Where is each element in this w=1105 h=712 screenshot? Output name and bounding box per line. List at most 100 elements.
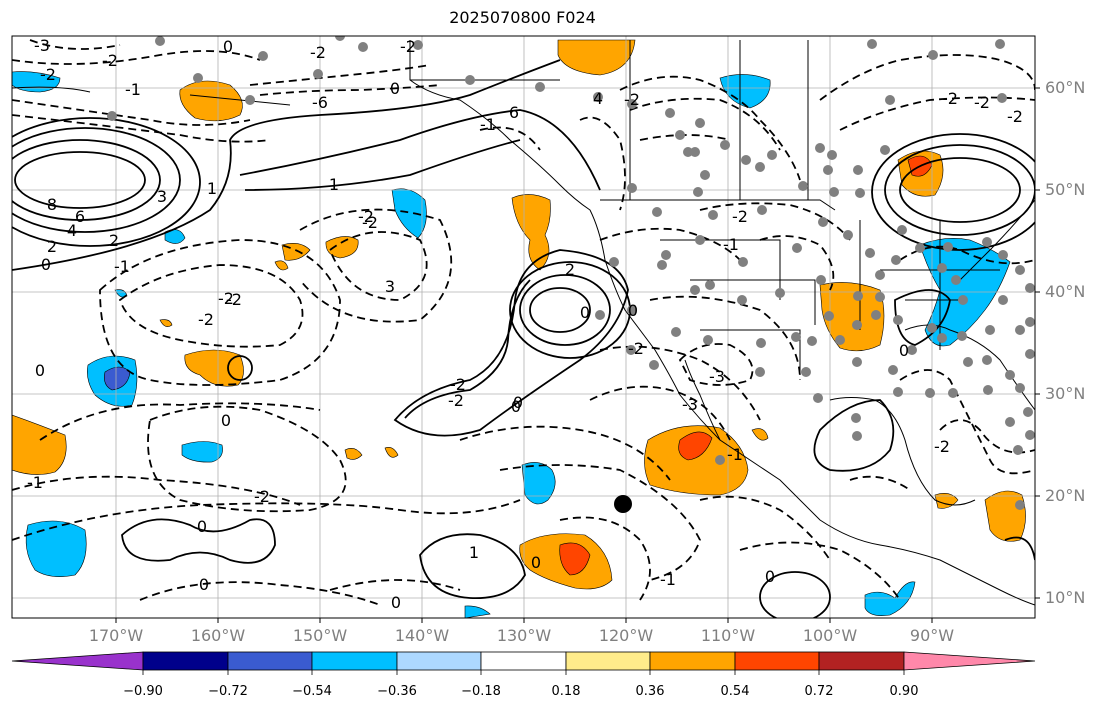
colorbar-low-extension: [11, 651, 144, 671]
lon-label: 110°W: [700, 626, 756, 645]
colorbar-label: −0.90: [123, 684, 163, 699]
contour-label: -2: [732, 207, 748, 226]
contour-label: -1: [125, 80, 141, 99]
colorbar-label: −0.54: [292, 684, 332, 699]
contour-label: 3: [157, 187, 167, 206]
lat-ticks: [1035, 87, 1040, 599]
contour-label: -2: [942, 89, 958, 108]
contour-label: 4: [593, 89, 603, 108]
orange-region: [384, 447, 399, 458]
orange-region: [751, 428, 769, 441]
contour-label: 0: [35, 361, 45, 380]
lon-label: 160°W: [190, 626, 246, 645]
cyan-region: [464, 605, 491, 618]
lon-label: 120°W: [598, 626, 654, 645]
contour-label: -1: [114, 257, 130, 276]
colorbar-segment: [142, 651, 229, 671]
lon-label: 170°W: [88, 626, 144, 645]
orange-region: [184, 349, 244, 387]
colorbar-label: 0.90: [889, 684, 919, 699]
contour-label: 3: [385, 277, 395, 296]
lon-label: 100°W: [802, 626, 858, 645]
lon-label: 150°W: [292, 626, 348, 645]
lon-ticks: [115, 618, 933, 623]
colorbar-label: 0.18: [551, 684, 581, 699]
lon-label: 130°W: [496, 626, 552, 645]
colorbar-segment: [480, 651, 567, 671]
colorbar: [11, 651, 1036, 675]
colorbar-segment: [649, 651, 736, 671]
contour-label: 1: [207, 179, 217, 198]
orange-region: [644, 425, 749, 496]
contour-label: 8: [47, 195, 57, 214]
map-title: 2025070800 F024: [449, 8, 596, 27]
purple-region: [104, 366, 131, 391]
contour-label: 6: [75, 207, 85, 226]
contour-label: -2: [358, 207, 374, 226]
contour-label: -1: [723, 235, 739, 254]
orange-region: [159, 319, 173, 327]
cyan-region: [864, 581, 916, 616]
contour-label: 0: [199, 575, 209, 594]
colorbar-segment: [818, 651, 905, 671]
contour-label: 0: [197, 517, 207, 536]
contour-lines: [12, 39, 1035, 618]
orange-region: [325, 236, 359, 259]
contour-label: -1: [660, 570, 676, 589]
cyan-region: [25, 520, 87, 577]
contour-label: 0: [391, 593, 401, 612]
colorbar-high-extension: [903, 651, 1036, 671]
orange-region: [179, 80, 243, 122]
cyan-region: [719, 74, 771, 109]
contour-label: 1: [329, 175, 339, 194]
lat-label: 20°N: [1045, 486, 1086, 505]
contour-label: -2: [40, 65, 56, 84]
grid-lines: [12, 36, 1035, 618]
contour-label: -2: [628, 339, 644, 358]
colorbar-segment: [311, 651, 398, 671]
colorbar-label: −0.36: [377, 684, 417, 699]
lon-label: 140°W: [394, 626, 450, 645]
colorbar-label: 0.72: [804, 684, 834, 699]
lat-label: 30°N: [1045, 384, 1086, 403]
colorbar-label: 0.54: [720, 684, 750, 699]
contour-label: 0: [41, 255, 51, 274]
contour-label: 0: [531, 553, 541, 572]
contour-label: -3: [709, 367, 725, 386]
contour-label: -2: [934, 437, 950, 456]
cyan-region: [114, 289, 128, 298]
station-dots: [107, 36, 1035, 510]
contour-label: -6: [312, 93, 328, 112]
lat-label: 10°N: [1045, 588, 1086, 607]
orange-region: [344, 448, 363, 460]
contour-label: -2: [624, 90, 640, 109]
red-region: [678, 431, 713, 461]
lon-label: 90°W: [909, 626, 955, 645]
contour-label: 0: [580, 303, 590, 322]
contour-label: 1: [469, 543, 479, 562]
contour-label: -1: [27, 473, 43, 492]
marker-dot: [614, 495, 632, 513]
lat-label: 50°N: [1045, 180, 1086, 199]
orange-region: [274, 260, 289, 271]
lat-label: 60°N: [1045, 78, 1086, 97]
contour-label: -2: [218, 289, 234, 308]
colorbar-label: −0.72: [208, 684, 248, 699]
contour-label: 0: [628, 301, 638, 320]
colorbar-segment: [565, 651, 651, 671]
colorbar-segment: [734, 651, 820, 671]
lat-label: 40°N: [1045, 282, 1086, 301]
contour-label: -2: [226, 290, 242, 309]
contour-label: -1: [480, 115, 496, 134]
contour-label: 6: [509, 103, 519, 122]
contour-label: 0: [899, 341, 909, 360]
orange-region: [12, 414, 67, 475]
contour-label: -2: [450, 375, 466, 394]
contour-label: -2: [310, 43, 326, 62]
contour-label: 2: [47, 237, 57, 256]
contour-label: -3: [682, 395, 698, 414]
red-region: [559, 542, 591, 576]
colorbar-segment: [227, 651, 313, 671]
colorbar-segment: [396, 651, 482, 671]
